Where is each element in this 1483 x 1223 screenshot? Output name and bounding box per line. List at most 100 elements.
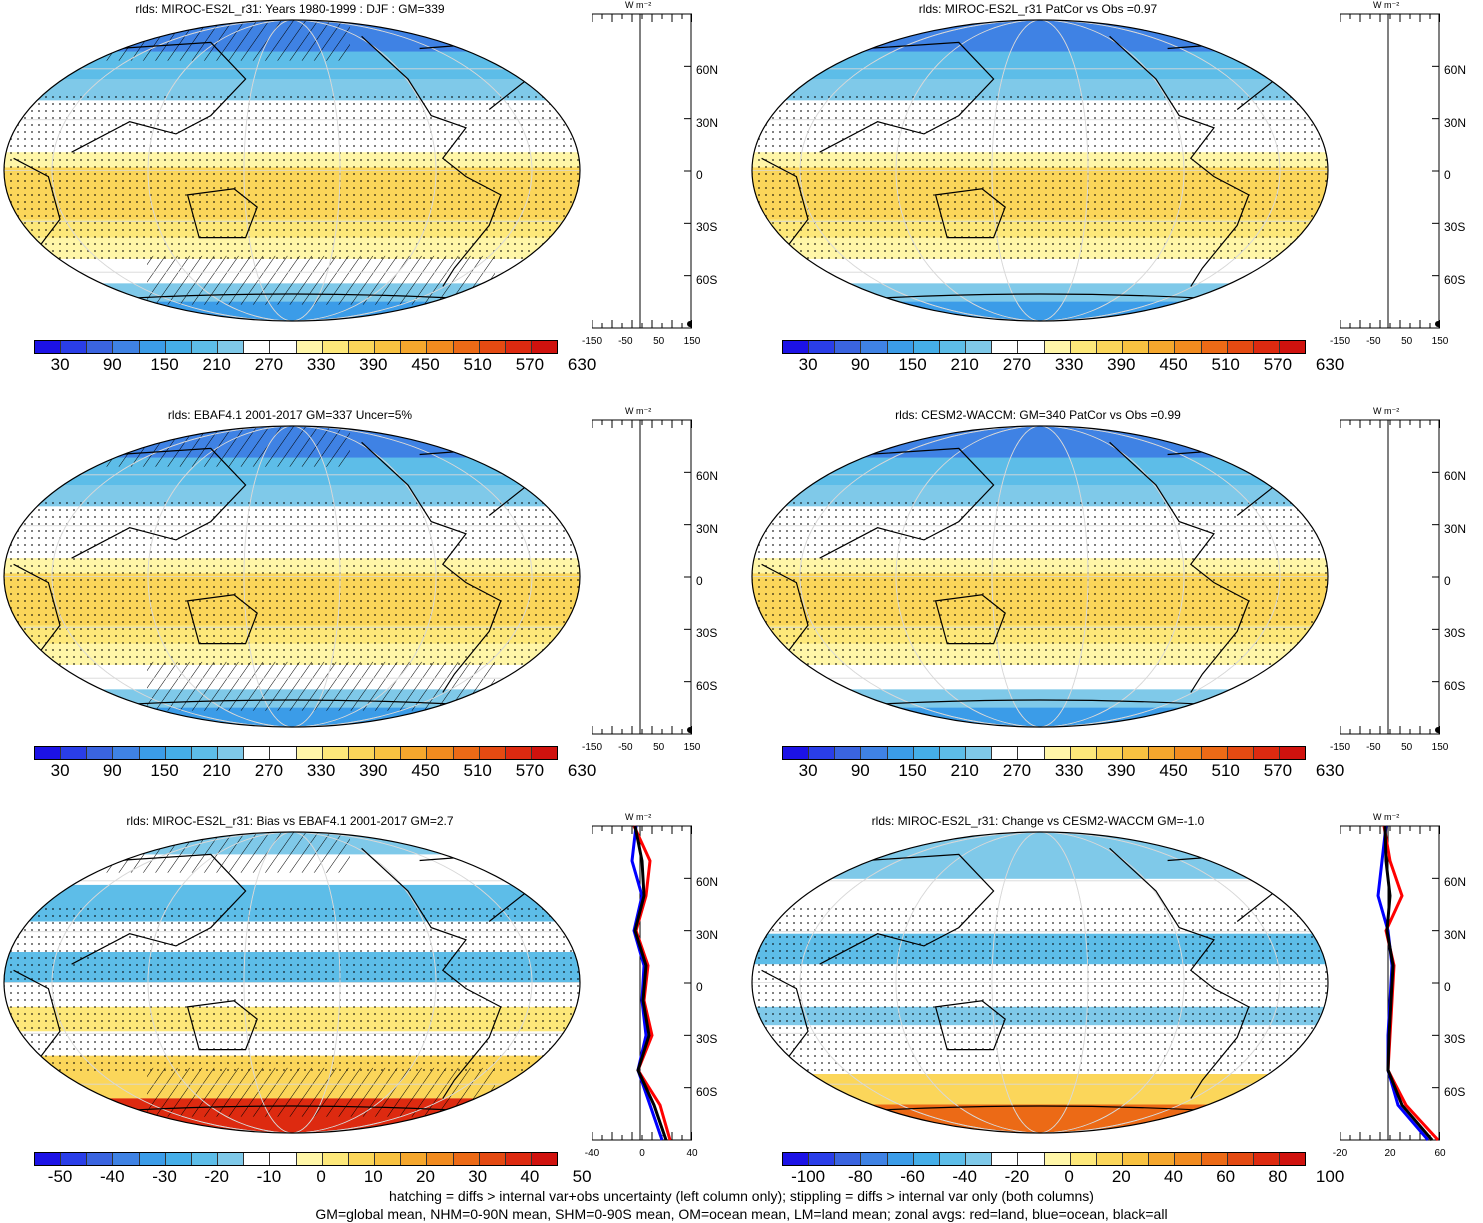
panel-title: rlds: MIROC-ES2L_r31 PatCor vs Obs =0.97 bbox=[918, 2, 1158, 16]
colorbar-swatch bbox=[939, 747, 967, 759]
latitude-label: 60S bbox=[1444, 678, 1466, 693]
zonal-x-tick: 50 bbox=[1401, 742, 1413, 753]
colorbar bbox=[34, 1152, 558, 1166]
colorbar-swatch bbox=[1123, 341, 1150, 353]
colorbar-swatch bbox=[479, 341, 506, 353]
colorbar-label: 510 bbox=[1211, 761, 1240, 780]
colorbar-label: 630 bbox=[567, 355, 597, 374]
world-map bbox=[3, 425, 581, 728]
zonal-unit-label: W m⁻² bbox=[1373, 812, 1400, 822]
latitude-label: 60S bbox=[696, 1084, 718, 1099]
colorbar-swatch bbox=[1175, 747, 1202, 759]
colorbar-label: 330 bbox=[306, 761, 336, 780]
latitude-label: 0 bbox=[1444, 168, 1451, 182]
colorbar-swatch bbox=[244, 1153, 271, 1165]
colorbar-swatch bbox=[809, 747, 836, 759]
latitude-label: 30N bbox=[696, 927, 719, 942]
colorbar-label: -100 bbox=[791, 1167, 826, 1186]
map-panel: rlds: MIROC-ES2L_r31: Bias vs EBAF4.1 20… bbox=[0, 812, 740, 1212]
latitude-label: 60N bbox=[696, 63, 719, 78]
colorbar-swatch bbox=[191, 1153, 219, 1165]
colorbar-swatch bbox=[139, 341, 166, 353]
colorbar-label: -80 bbox=[848, 1167, 873, 1186]
colorbar-swatch bbox=[531, 747, 558, 759]
latitude-label: 60N bbox=[1444, 469, 1467, 484]
colorbar bbox=[34, 746, 558, 760]
colorbar-label: 150 bbox=[898, 355, 927, 374]
latitude-label: 30N bbox=[1444, 115, 1467, 130]
zonal-unit-label: W m⁻² bbox=[1373, 0, 1400, 10]
colorbar-swatch bbox=[1201, 747, 1228, 759]
colorbar-label: 570 bbox=[515, 761, 545, 780]
colorbar-swatch bbox=[1253, 747, 1280, 759]
colorbar-swatch bbox=[244, 341, 271, 353]
zonal-mean-plot bbox=[592, 419, 692, 735]
colorbar-label: 330 bbox=[1054, 355, 1084, 374]
colorbar-swatch bbox=[913, 747, 940, 759]
colorbar-swatch bbox=[1201, 341, 1228, 353]
colorbar-swatch bbox=[165, 1153, 192, 1165]
colorbar-label: 390 bbox=[359, 355, 388, 374]
zonal-x-tick: 60 bbox=[1434, 1148, 1446, 1159]
zonal-unit-label: W m⁻² bbox=[625, 0, 652, 10]
colorbar-swatch bbox=[61, 747, 88, 759]
colorbar-swatch bbox=[939, 341, 967, 353]
colorbar-swatch bbox=[61, 1153, 88, 1165]
colorbar-swatch bbox=[427, 341, 454, 353]
colorbar-swatch bbox=[913, 341, 940, 353]
colorbar-swatch bbox=[835, 341, 862, 353]
colorbar-label: 390 bbox=[1107, 761, 1136, 780]
colorbar-label: 630 bbox=[567, 761, 597, 780]
colorbar-swatch bbox=[783, 1153, 810, 1165]
colorbar-swatch bbox=[1044, 341, 1071, 353]
colorbar-label: 630 bbox=[1315, 761, 1345, 780]
latitude-label: 30N bbox=[696, 115, 719, 130]
colorbar-label: 450 bbox=[1159, 355, 1188, 374]
colorbar-swatch bbox=[453, 1153, 480, 1165]
colorbar-swatch bbox=[783, 341, 810, 353]
latitude-label: 30S bbox=[696, 626, 718, 641]
colorbar-label: 50 bbox=[572, 1167, 592, 1186]
colorbar-swatch bbox=[1018, 747, 1045, 759]
colorbar-label: 270 bbox=[1002, 355, 1032, 374]
latitude-label: 30S bbox=[1444, 1032, 1466, 1047]
latitude-label: 30N bbox=[1444, 521, 1467, 536]
colorbar-swatch bbox=[505, 1153, 532, 1165]
zonal-x-tick: 50 bbox=[653, 742, 665, 753]
colorbar-swatch bbox=[992, 1153, 1019, 1165]
colorbar-swatch bbox=[427, 1153, 454, 1165]
zonal-x-tick: -50 bbox=[618, 336, 633, 347]
zonal-x-tick: -40 bbox=[584, 1148, 600, 1159]
colorbar-label: 390 bbox=[359, 761, 388, 780]
latitude-label: 60S bbox=[696, 678, 718, 693]
latitude-label: 0 bbox=[1444, 980, 1451, 994]
colorbar-label: 510 bbox=[463, 355, 492, 374]
latitude-label: 0 bbox=[696, 574, 703, 588]
colorbar-swatch bbox=[1123, 1153, 1150, 1165]
map-panel: rlds: MIROC-ES2L_r31: Change vs CESM2-WA… bbox=[748, 812, 1483, 1212]
colorbar-label: 450 bbox=[411, 355, 440, 374]
colorbar-swatch bbox=[783, 747, 810, 759]
colorbar-swatch bbox=[887, 341, 914, 353]
zonal-mean-plot bbox=[1340, 825, 1440, 1142]
colorbar-label: -20 bbox=[204, 1167, 229, 1186]
colorbar-swatch bbox=[1096, 341, 1124, 353]
colorbar-label: 570 bbox=[1263, 761, 1293, 780]
colorbar-label: 90 bbox=[102, 761, 122, 780]
colorbar-label: 330 bbox=[1054, 761, 1084, 780]
colorbar-swatch bbox=[1070, 1153, 1097, 1165]
colorbar-swatch bbox=[966, 747, 993, 759]
latitude-label: 60N bbox=[1444, 63, 1467, 78]
colorbar-label: 270 bbox=[254, 355, 284, 374]
world-map bbox=[3, 19, 581, 322]
colorbar-label: 330 bbox=[306, 355, 336, 374]
colorbar-swatch bbox=[1123, 747, 1150, 759]
colorbar-swatch bbox=[913, 1153, 940, 1165]
colorbar-label: -40 bbox=[952, 1167, 977, 1186]
zonal-mean-plot bbox=[592, 13, 692, 329]
zonal-x-tick: -20 bbox=[1332, 1148, 1348, 1159]
colorbar-swatch bbox=[113, 747, 140, 759]
colorbar bbox=[782, 340, 1306, 354]
colorbar-swatch bbox=[992, 747, 1019, 759]
zonal-x-tick: -50 bbox=[1366, 742, 1381, 753]
